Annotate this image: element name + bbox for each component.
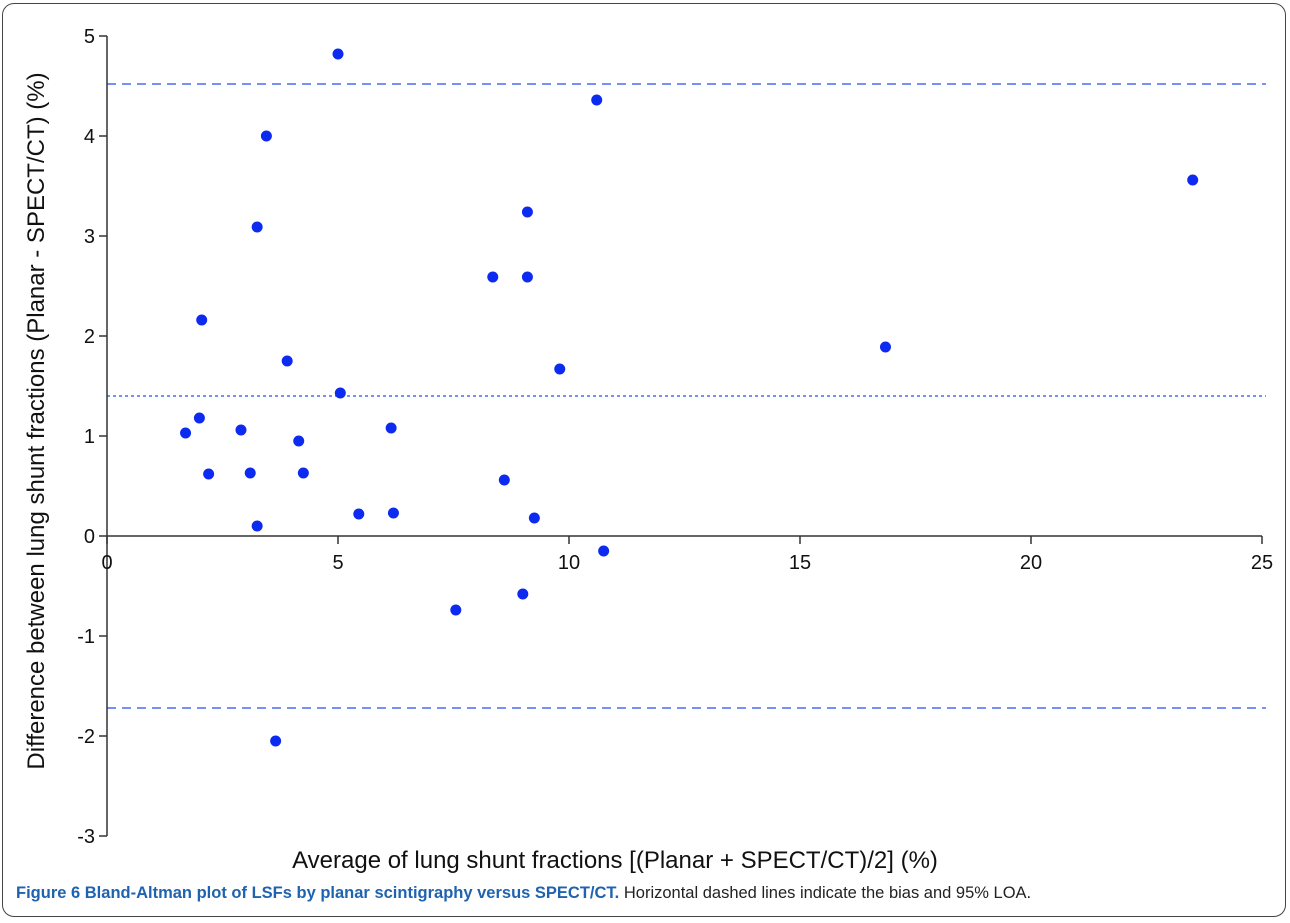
x-tick-label: 5	[332, 552, 343, 574]
data-point	[521, 271, 533, 283]
y-tick-label: -1	[77, 626, 95, 648]
data-point	[554, 363, 566, 375]
x-tick-label: 15	[789, 552, 811, 574]
y-tick-label: 5	[84, 26, 95, 48]
x-tick-label: 20	[1020, 552, 1042, 574]
data-point	[521, 206, 533, 218]
caption-text: Horizontal dashed lines indicate the bia…	[623, 884, 1032, 902]
data-point	[598, 545, 610, 557]
y-tick-label: 2	[84, 326, 95, 348]
reference-lines	[107, 83, 1266, 709]
data-point	[244, 467, 256, 479]
figure-caption: Figure 6 Bland-Altman plot of LSFs by pl…	[16, 884, 1276, 903]
x-tick-label: 25	[1251, 552, 1273, 574]
y-tick-group: 5 4 3 2 1 0 -1 -2 -3	[77, 26, 107, 848]
data-point	[487, 271, 499, 283]
data-point	[193, 412, 205, 424]
data-point	[297, 467, 309, 479]
figure-frame	[2, 3, 1286, 917]
axes	[106, 36, 1262, 836]
data-point	[235, 424, 247, 436]
data-point	[260, 130, 272, 142]
data-point	[334, 387, 346, 399]
data-point	[385, 422, 397, 434]
data-point	[281, 355, 293, 367]
data-point	[517, 588, 529, 600]
y-tick-label: 1	[84, 426, 95, 448]
y-tick-label: -2	[77, 726, 95, 748]
data-point	[332, 48, 344, 60]
data-point	[203, 468, 215, 480]
x-axis-title: Average of lung shunt fractions [(Planar…	[292, 847, 938, 874]
x-tick-label: 10	[558, 552, 580, 574]
y-tick-label: 3	[84, 226, 95, 248]
x-tick-label: 0	[101, 552, 112, 574]
data-point	[879, 341, 891, 353]
y-tick-label: 4	[84, 126, 95, 148]
caption-title: Figure 6 Bland-Altman plot of LSFs by pl…	[16, 884, 620, 902]
x-tick-group: 0 5 10 15 20 25	[101, 536, 1273, 574]
data-points	[180, 48, 1199, 747]
data-point	[270, 735, 282, 747]
data-point	[293, 435, 305, 447]
data-point	[591, 94, 603, 106]
data-point	[450, 604, 462, 616]
data-point	[251, 520, 263, 532]
y-tick-label: -3	[77, 826, 95, 848]
data-point	[251, 221, 263, 233]
data-point	[528, 512, 540, 524]
data-point	[498, 474, 510, 486]
data-point	[196, 314, 208, 326]
data-point	[180, 427, 192, 439]
y-axis-title: Difference between lung shunt fractions …	[23, 72, 50, 769]
data-point	[1187, 174, 1199, 186]
y-tick-label: 0	[84, 526, 95, 548]
data-point	[387, 507, 399, 519]
data-point	[353, 508, 365, 520]
